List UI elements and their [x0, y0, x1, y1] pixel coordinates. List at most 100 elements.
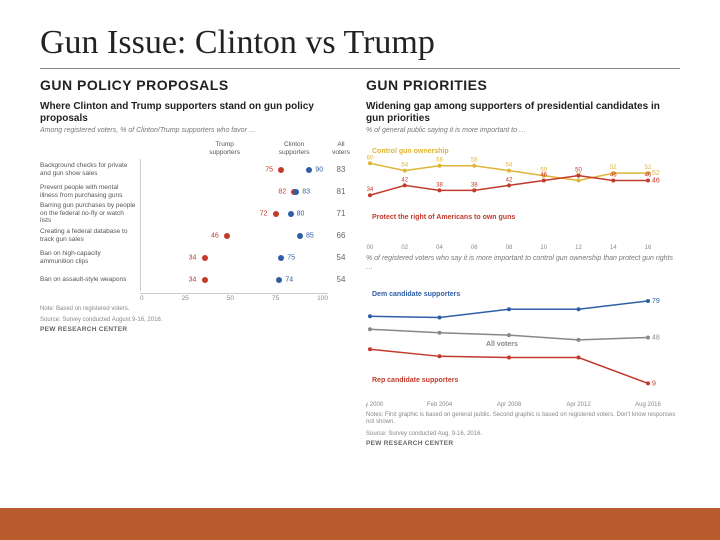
columns: GUN POLICY PROPOSALS Where Clinton and T… — [40, 77, 680, 447]
clinton-dot — [288, 211, 294, 217]
point-all — [507, 333, 511, 337]
point-label-control: 58 — [471, 158, 478, 164]
left-heading: GUN POLICY PROPOSALS — [40, 77, 354, 93]
point-rep — [577, 356, 581, 360]
end-label-all: 48 — [652, 335, 660, 342]
legend-trump: Trump supporters — [205, 141, 245, 155]
dotplot-row: Prevent people with mental illness from … — [40, 181, 354, 203]
dotplot-row: Ban on assault-style weapons347454 — [40, 269, 354, 291]
dotplot-row-label: Ban on high-capacity ammunition clips — [40, 250, 140, 265]
dotplot-row: Background checks for private and gun sh… — [40, 159, 354, 181]
point-label-protect: 42 — [401, 178, 408, 184]
point-label-control: 54 — [506, 163, 513, 169]
dotplot-axis: 0255075100 — [40, 293, 354, 302]
point-all — [646, 336, 650, 340]
all-voters-value: 54 — [328, 275, 354, 284]
dotplot-row-label: Creating a federal database to track gun… — [40, 228, 140, 243]
point-protect — [403, 184, 407, 188]
point-label-protect: 38 — [436, 183, 443, 189]
end-label-protect: 46 — [652, 178, 660, 185]
xlabel: 00 — [367, 245, 374, 251]
legend-clinton: Clinton supporters — [274, 141, 314, 155]
bottom-line-chart: 79Dem candidate supporters48All voters9R… — [366, 278, 680, 408]
dotplot-track: 3475 — [140, 247, 328, 269]
all-voters-value: 81 — [328, 187, 354, 196]
point-control — [368, 162, 372, 166]
point-label-control: 54 — [401, 163, 408, 169]
point-all — [438, 331, 442, 335]
right-heading: GUN PRIORITIES — [366, 77, 680, 93]
clinton-dot-label: 90 — [315, 166, 323, 173]
clinton-dot — [293, 189, 299, 195]
priorities-chart: Widening gap among supporters of preside… — [366, 101, 680, 447]
xlabel: 04 — [436, 245, 443, 251]
series-label-dem: Dem candidate supporters — [372, 291, 460, 298]
dotplot-row: Barring gun purchases by people on the f… — [40, 203, 354, 225]
clinton-dot — [297, 233, 303, 239]
clinton-dot-label: 85 — [306, 232, 314, 239]
point-dem — [507, 307, 511, 311]
dotplot-chart: Where Clinton and Trump supporters stand… — [40, 101, 354, 333]
trump-dot-label: 46 — [211, 232, 219, 239]
dotplot-row-label: Barring gun purchases by people on the f… — [40, 202, 140, 224]
point-label-protect: 46 — [645, 173, 652, 179]
point-dem — [646, 299, 650, 303]
point-label-control: 52 — [645, 166, 652, 172]
point-control — [438, 164, 442, 168]
point-all — [577, 338, 581, 342]
point-label-protect: 50 — [575, 168, 582, 174]
end-label-dem: 79 — [652, 298, 660, 305]
all-voters-value: 71 — [328, 209, 354, 218]
series-label-control: Control gun ownership — [372, 148, 449, 155]
end-label-rep: 9 — [652, 381, 656, 388]
all-voters-value: 54 — [328, 253, 354, 262]
xlabel: Apr 2012 — [566, 402, 591, 408]
point-dem — [438, 316, 442, 320]
priorities-source: PEW RESEARCH CENTER — [366, 440, 680, 447]
point-protect — [646, 179, 650, 183]
point-label-protect: 46 — [610, 173, 617, 179]
point-label-protect: 46 — [540, 173, 547, 179]
point-label-protect: 42 — [506, 178, 513, 184]
trump-dot-label: 72 — [260, 210, 268, 217]
xlabel: 06 — [471, 245, 478, 251]
left-column: GUN POLICY PROPOSALS Where Clinton and T… — [40, 77, 354, 447]
point-label-control: 58 — [436, 158, 443, 164]
clinton-dot — [276, 277, 282, 283]
xlabel: Apr 2008 — [497, 402, 522, 408]
series-label-protect: Protect the right of Americans to own gu… — [372, 214, 515, 221]
point-control — [507, 169, 511, 173]
priorities-note1: Notes: First graphic is based on general… — [366, 412, 680, 426]
dotplot-sub: Among registered voters, % of Clinton/Tr… — [40, 127, 354, 135]
xlabel: 02 — [401, 245, 408, 251]
point-rep — [438, 354, 442, 358]
xtick: 75 — [272, 295, 279, 302]
point-label-control: 60 — [367, 156, 374, 162]
dotplot-track: 8283 — [140, 181, 328, 203]
point-protect — [438, 189, 442, 193]
point-protect — [507, 184, 511, 188]
series-label-all: All voters — [486, 341, 518, 348]
all-voters-value: 83 — [328, 165, 354, 174]
point-all — [368, 327, 372, 331]
dotplot-row: Ban on high-capacity ammunition clips347… — [40, 247, 354, 269]
point-label-protect: 34 — [367, 188, 374, 194]
trump-dot-label: 75 — [265, 166, 273, 173]
xlabel: Feb 2004 — [427, 402, 453, 408]
xlabel: 08 — [506, 245, 513, 251]
point-control — [472, 164, 476, 168]
midnote: % of registered voters who say it is mor… — [366, 255, 680, 272]
trump-dot — [202, 255, 208, 261]
point-rep — [507, 356, 511, 360]
point-protect — [542, 179, 546, 183]
xtick: 100 — [317, 295, 328, 302]
clinton-dot-label: 83 — [302, 188, 310, 195]
right-column: GUN PRIORITIES Widening gap among suppor… — [366, 77, 680, 447]
point-rep — [646, 382, 650, 386]
xtick: 25 — [182, 295, 189, 302]
xlabel: 14 — [610, 245, 617, 251]
point-control — [577, 179, 581, 183]
point-rep — [368, 347, 372, 351]
point-label-protect: 38 — [471, 183, 478, 189]
point-control — [403, 169, 407, 173]
